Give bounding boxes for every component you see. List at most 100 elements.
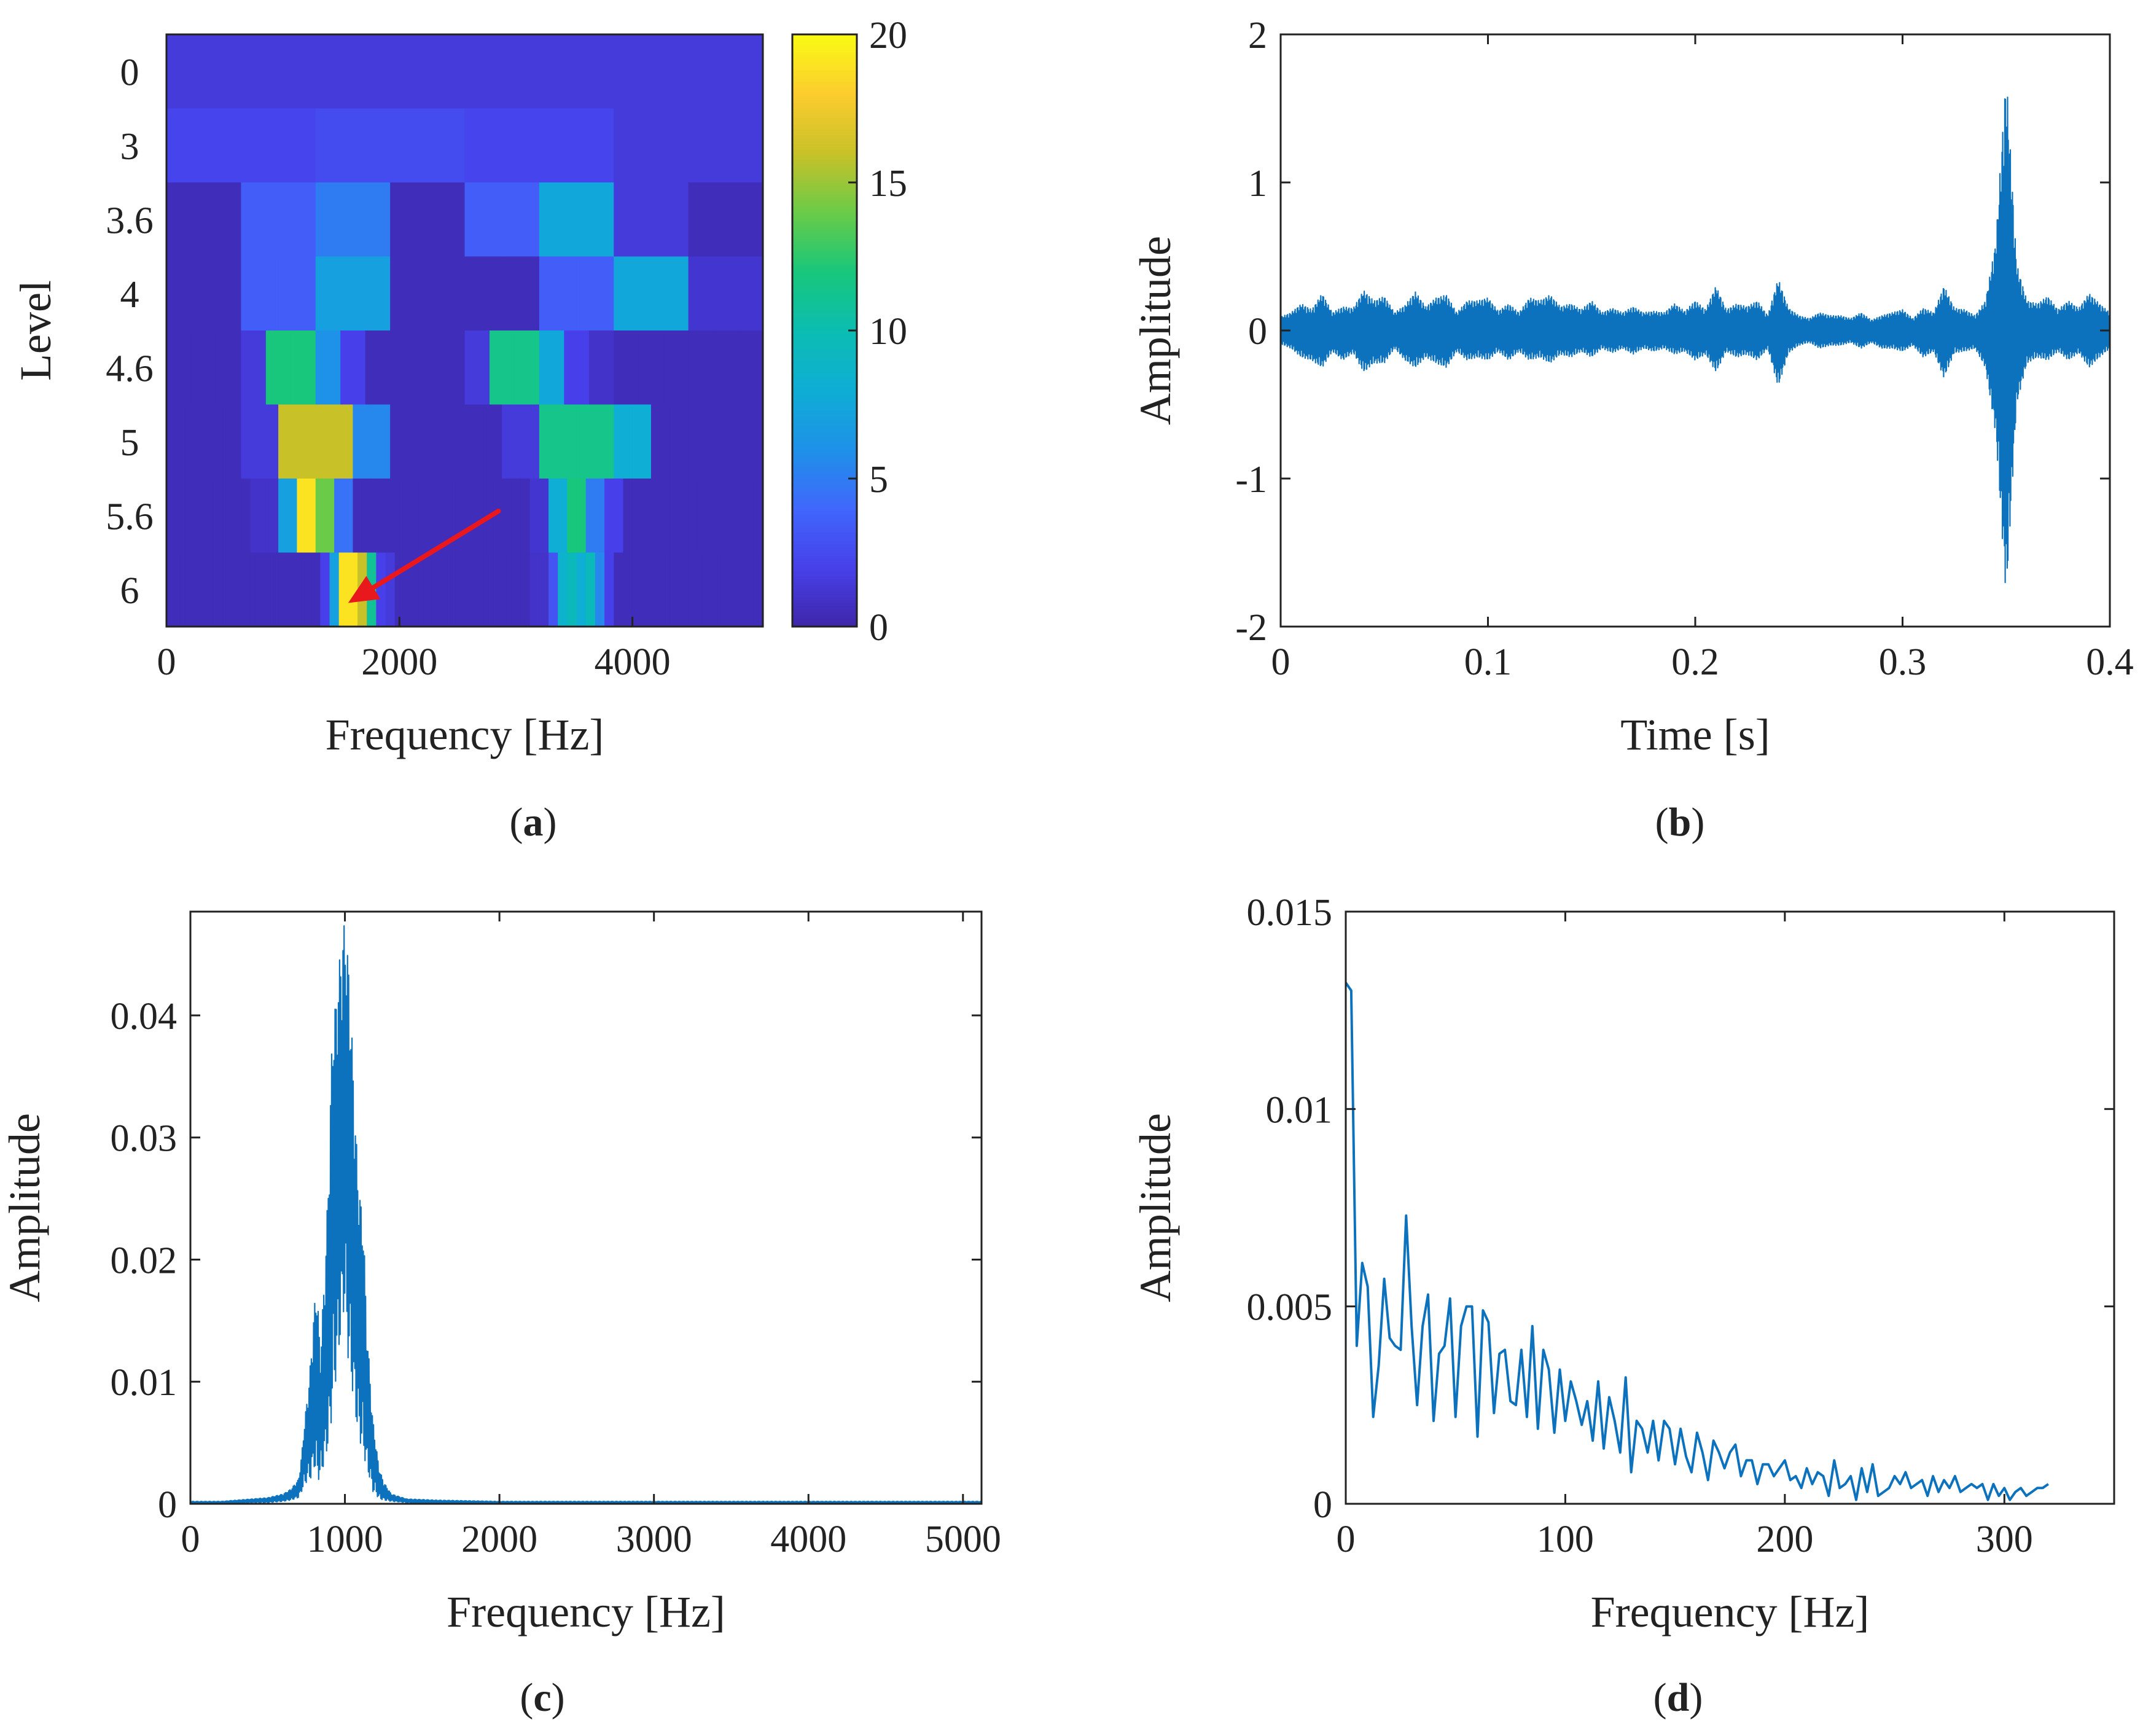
heatmap-cell xyxy=(455,479,466,553)
colorbar-segment xyxy=(792,452,857,456)
heatmap-cell xyxy=(628,552,633,627)
heatmap-cell xyxy=(738,330,763,405)
plot-area xyxy=(1346,912,2114,1504)
heatmap-cell xyxy=(390,182,466,257)
heatmap-cell xyxy=(660,552,666,627)
colorbar-segment xyxy=(792,445,857,450)
colorbar-segment xyxy=(792,363,857,367)
colorbar-segment xyxy=(792,165,857,168)
heatmap-cell xyxy=(287,479,298,553)
caption-close-paren: ) xyxy=(1691,800,1704,845)
y-tick-label: 0 xyxy=(158,1484,177,1526)
heatmap-cell xyxy=(329,552,335,627)
colorbar-tick-label: 20 xyxy=(869,15,907,57)
y-tick-label: 5.6 xyxy=(106,496,154,538)
caption-close-paren: ) xyxy=(544,800,557,845)
heatmap-cell xyxy=(208,552,214,627)
heatmap-cell xyxy=(464,256,502,331)
colorbar-segment xyxy=(792,375,857,378)
colorbar-segment xyxy=(792,440,857,444)
heatmap-cell xyxy=(241,552,246,627)
colorbar-segment xyxy=(792,303,857,308)
colorbar-segment xyxy=(792,555,857,559)
y-tick-label: 0.01 xyxy=(111,1362,178,1404)
colorbar-segment xyxy=(792,277,857,281)
heatmap-cell xyxy=(497,552,502,627)
heatmap-cell xyxy=(189,552,195,627)
colorbar-segment xyxy=(792,404,857,409)
heatmap-cell xyxy=(688,256,726,331)
heatmap-cell xyxy=(670,552,675,627)
colorbar-segment xyxy=(792,600,857,604)
heatmap-cell xyxy=(595,552,601,627)
x-tick-label: 300 xyxy=(1976,1519,2033,1560)
colorbar-segment xyxy=(792,419,857,423)
heatmap-cell xyxy=(371,404,391,479)
x-tick-label: 4000 xyxy=(595,641,671,683)
colorbar-segment xyxy=(792,102,857,106)
colorbar-segment xyxy=(792,313,857,316)
y-tick-label: 0.01 xyxy=(1266,1089,1333,1131)
heatmap-cell xyxy=(213,552,219,627)
colorbar-segment xyxy=(792,227,857,230)
heatmap-cell xyxy=(713,330,739,405)
colorbar-segment xyxy=(792,52,857,56)
heatmap-cell xyxy=(590,552,596,627)
heatmap-cell xyxy=(376,552,381,627)
colorbar-segment xyxy=(792,262,857,266)
heatmap-cell xyxy=(693,552,698,627)
heatmap-cell xyxy=(166,404,185,479)
colorbar-segment xyxy=(792,248,857,251)
colorbar-segment xyxy=(792,179,857,183)
heatmap-cell xyxy=(706,479,717,553)
colorbar-segment xyxy=(792,185,857,189)
heatmap-cell xyxy=(623,479,633,553)
heatmap-cell xyxy=(441,552,447,627)
heatmap-cell xyxy=(320,552,326,627)
colorbar-segment xyxy=(792,310,857,313)
y-axis-label: Amplitude xyxy=(0,1113,49,1302)
heatmap-cell xyxy=(674,552,680,627)
heatmap-cell xyxy=(493,479,502,553)
colorbar-segment xyxy=(792,609,857,612)
caption-letter: b xyxy=(1669,800,1692,845)
x-tick-label: 0.1 xyxy=(1464,641,1512,683)
colorbar-segment xyxy=(792,93,857,98)
colorbar-segment xyxy=(792,126,857,130)
heatmap-cell xyxy=(176,552,181,627)
colorbar-segment xyxy=(792,345,857,349)
heatmap-cell xyxy=(340,330,366,405)
heatmap-cell xyxy=(301,552,307,627)
heatmap-cell xyxy=(464,404,484,479)
colorbar-segment xyxy=(792,108,857,112)
heatmap-cell xyxy=(614,108,763,183)
colorbar-segment xyxy=(792,437,857,441)
heatmap-cell xyxy=(227,552,232,627)
arrow-shaft xyxy=(370,509,501,590)
colorbar-segment xyxy=(792,87,857,92)
heatmap-cell xyxy=(222,552,228,627)
colorbar-segment xyxy=(792,123,857,127)
colorbar-segment xyxy=(792,307,857,311)
heatmap-cell xyxy=(564,330,590,405)
heatmap-cell xyxy=(735,552,740,627)
y-axis-label: Amplitude xyxy=(1131,236,1180,425)
colorbar-segment xyxy=(792,573,857,577)
colorbar-segment xyxy=(792,614,857,619)
heatmap-cell xyxy=(166,552,172,627)
heatmap-cell xyxy=(483,552,489,627)
colorbar-segment xyxy=(792,558,857,562)
heatmap-cell xyxy=(558,552,563,627)
heatmap-cell xyxy=(315,108,466,183)
colorbar-segment xyxy=(792,238,857,243)
colorbar-segment xyxy=(792,235,857,240)
heatmap-cell xyxy=(278,256,316,331)
heatmap-cell xyxy=(744,404,763,479)
heatmap-cell xyxy=(665,552,670,627)
heatmap-cell xyxy=(371,479,381,553)
heatmap-cell xyxy=(334,404,354,479)
y-tick-label: 2 xyxy=(1248,15,1267,57)
x-axis-label: Frequency [Hz] xyxy=(1591,1587,1870,1636)
heatmap-cell xyxy=(241,479,251,553)
